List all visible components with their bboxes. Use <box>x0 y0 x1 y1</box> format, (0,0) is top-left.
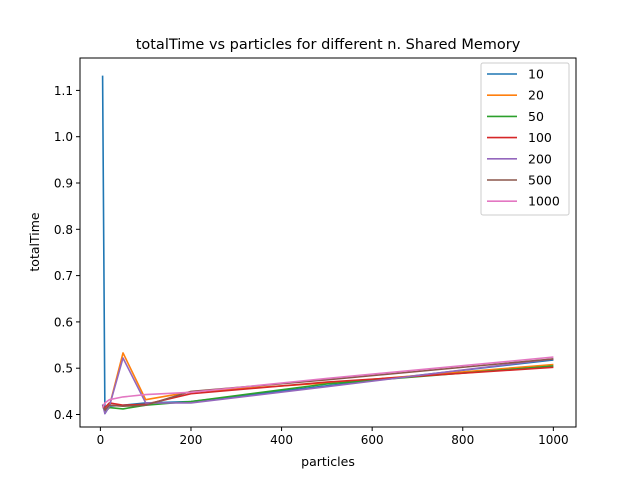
legend-label-200: 200 <box>528 151 552 166</box>
plot-lines <box>101 75 554 415</box>
legend-label-10: 10 <box>528 67 544 82</box>
legend-label-100: 100 <box>528 130 552 145</box>
y-tick-label: 0.5 <box>54 362 73 376</box>
x-tick-label: 0 <box>97 433 105 447</box>
y-tick-label: 0.4 <box>54 408 73 422</box>
x-tick-label: 1000 <box>538 433 569 447</box>
y-tick-label: 0.7 <box>54 269 73 283</box>
y-axis-ticks: 0.4 0.5 0.6 0.7 0.8 0.9 1.0 1.1 <box>54 84 80 422</box>
x-axis-label: particles <box>301 454 355 469</box>
series-line-100 <box>102 366 554 409</box>
legend-items: 10 20 50 100 200 500 1000 <box>487 67 560 209</box>
y-tick-label: 0.6 <box>54 315 73 329</box>
y-tick-label: 0.9 <box>54 177 73 191</box>
series-line-500 <box>101 358 554 411</box>
y-tick-label: 1.0 <box>54 130 73 144</box>
legend-label-50: 50 <box>528 109 544 124</box>
x-tick-label: 200 <box>180 433 203 447</box>
x-tick-label: 600 <box>361 433 384 447</box>
y-tick-label: 1.1 <box>54 84 73 98</box>
x-tick-label: 400 <box>270 433 293 447</box>
legend-label-20: 20 <box>528 88 544 103</box>
chart-title: totalTime vs particles for different n. … <box>136 37 521 53</box>
plot-frame <box>79 57 577 428</box>
y-tick-label: 0.8 <box>54 223 73 237</box>
legend: 10 20 50 100 200 500 1000 <box>480 62 570 216</box>
legend-label-500: 500 <box>528 173 552 188</box>
legend-label-1000: 1000 <box>528 194 560 209</box>
series-line-200 <box>101 357 554 415</box>
series-line-1000 <box>101 356 554 408</box>
x-axis-ticks: 0 200 400 600 800 1000 <box>97 427 569 447</box>
y-axis-label: totalTime <box>27 212 42 271</box>
x-tick-label: 800 <box>451 433 474 447</box>
series-line-50 <box>101 365 554 414</box>
legend-box <box>480 62 570 216</box>
